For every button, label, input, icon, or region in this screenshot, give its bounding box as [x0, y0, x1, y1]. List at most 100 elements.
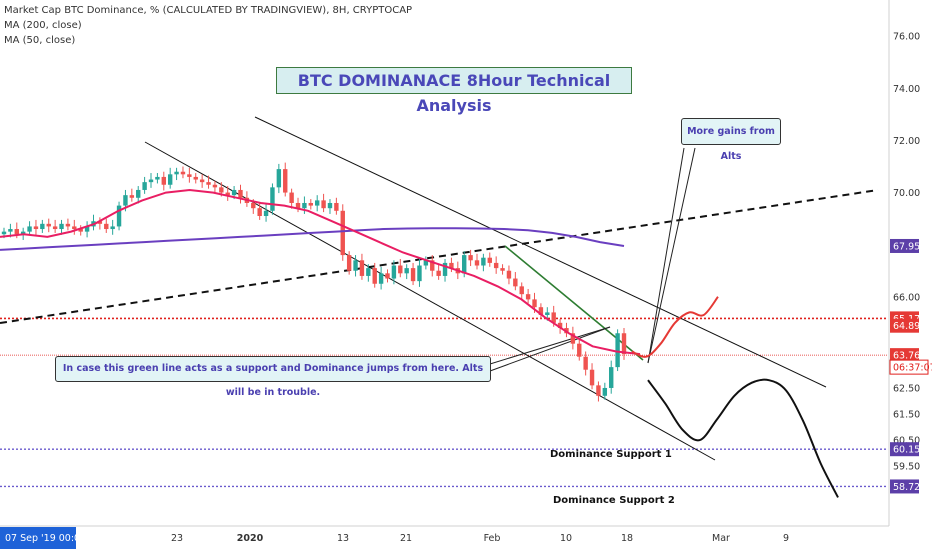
- candle: [52, 226, 58, 230]
- candle: [551, 312, 556, 323]
- price-tick-label: 74.00: [893, 84, 920, 95]
- candle: [199, 179, 205, 183]
- candle: [609, 367, 614, 388]
- candle: [340, 210, 345, 256]
- candle: [430, 260, 435, 271]
- candle: [538, 307, 544, 316]
- candle: [110, 226, 115, 230]
- time-tick-label: 13: [337, 533, 349, 544]
- price-tick-label: 76.00: [893, 32, 920, 43]
- price-tick-label: 72.00: [893, 136, 920, 147]
- candle: [474, 260, 480, 266]
- candle: [46, 223, 51, 227]
- candle: [174, 171, 179, 175]
- candle: [302, 202, 307, 209]
- candle: [327, 202, 333, 209]
- candle: [525, 294, 531, 300]
- horizontal-levels: [0, 317, 888, 488]
- candle: [487, 257, 492, 263]
- candle: [500, 268, 505, 271]
- time-tick-label: 2020: [237, 533, 264, 544]
- channel-upper-line: [254, 116, 827, 388]
- candle: [116, 205, 122, 227]
- candle: [14, 229, 19, 235]
- candle: [167, 174, 173, 185]
- callout-pointer-line: [489, 326, 611, 372]
- candle: [33, 226, 39, 230]
- candle: [187, 174, 192, 177]
- candle: [442, 262, 448, 276]
- time-tick-label: Feb: [484, 533, 501, 544]
- price-label: 06:37:07: [893, 363, 932, 374]
- candle: [385, 273, 390, 279]
- candle: [378, 273, 384, 284]
- candle: [423, 260, 429, 266]
- candle: [519, 286, 524, 295]
- candle: [570, 333, 576, 344]
- symbol-title[interactable]: Market Cap BTC Dominance, % (CALCULATED …: [4, 5, 413, 16]
- candle: [283, 169, 288, 193]
- channel-lower-line: [144, 141, 716, 461]
- candle: [212, 184, 218, 188]
- candle: [263, 210, 269, 217]
- callout-more-gains: More gains from Alts: [681, 118, 781, 162]
- ma50-legend[interactable]: MA (50, close): [4, 35, 76, 46]
- candle: [84, 226, 90, 232]
- candle: [346, 255, 352, 271]
- candle: [97, 221, 103, 224]
- time-axis[interactable]: 23 2020 13 21 Feb 10 18 Mar 9 07 Sep '19 00:00: [0, 525, 889, 550]
- price-tick-label: 61.50: [893, 410, 920, 421]
- candle: [513, 278, 518, 287]
- candle: [257, 208, 262, 217]
- projection-bearish-path: [647, 378, 839, 498]
- candle: [577, 343, 582, 357]
- candle: [238, 189, 243, 198]
- candle: [506, 270, 512, 279]
- callout-pointer-line: [647, 147, 696, 364]
- candle: [410, 268, 416, 282]
- candle: [27, 226, 32, 232]
- price-label-bg: [890, 442, 919, 457]
- candle: [8, 229, 13, 232]
- candle: [72, 226, 77, 230]
- time-tick-label: 21: [400, 533, 412, 544]
- candle: [289, 192, 294, 203]
- price-tick-label: 70.00: [893, 188, 920, 199]
- projections: [631, 296, 839, 498]
- ma200-line: [0, 227, 625, 251]
- time-tick-label: Mar: [712, 533, 730, 544]
- candle: [545, 312, 550, 316]
- price-label-bg: [890, 479, 919, 494]
- candle: [295, 202, 301, 209]
- candle: [615, 333, 620, 368]
- candle: [123, 195, 128, 206]
- time-axis-bg: [0, 526, 889, 550]
- candle: [404, 268, 409, 274]
- candle: [78, 229, 83, 232]
- price-label: 58.72: [893, 482, 920, 493]
- candle: [321, 200, 326, 209]
- candle: [359, 260, 365, 276]
- time-tick-label: 23: [171, 533, 183, 544]
- candle: [65, 223, 71, 227]
- time-tick-label: 18: [621, 533, 633, 544]
- candle: [334, 202, 339, 211]
- candle: [231, 189, 237, 196]
- ma200-legend[interactable]: MA (200, close): [4, 20, 82, 31]
- candle: [596, 385, 601, 396]
- candle: [481, 257, 486, 266]
- price-tick-label: 66.00: [893, 292, 920, 303]
- time-tick-label: 10: [560, 533, 572, 544]
- candle: [308, 202, 314, 206]
- candle: [417, 265, 422, 282]
- candle: [59, 223, 64, 230]
- price-axis[interactable]: 76.00 74.00 72.00 70.00 66.00 62.50 61.50 60.50…: [888, 0, 932, 550]
- callout-pointer-line: [647, 147, 685, 364]
- trend-lines: [0, 116, 879, 461]
- candle: [493, 262, 499, 269]
- candle: [436, 270, 441, 276]
- candle: [398, 265, 403, 274]
- candle: [276, 169, 282, 188]
- price-tick-label: 60.50: [893, 436, 920, 447]
